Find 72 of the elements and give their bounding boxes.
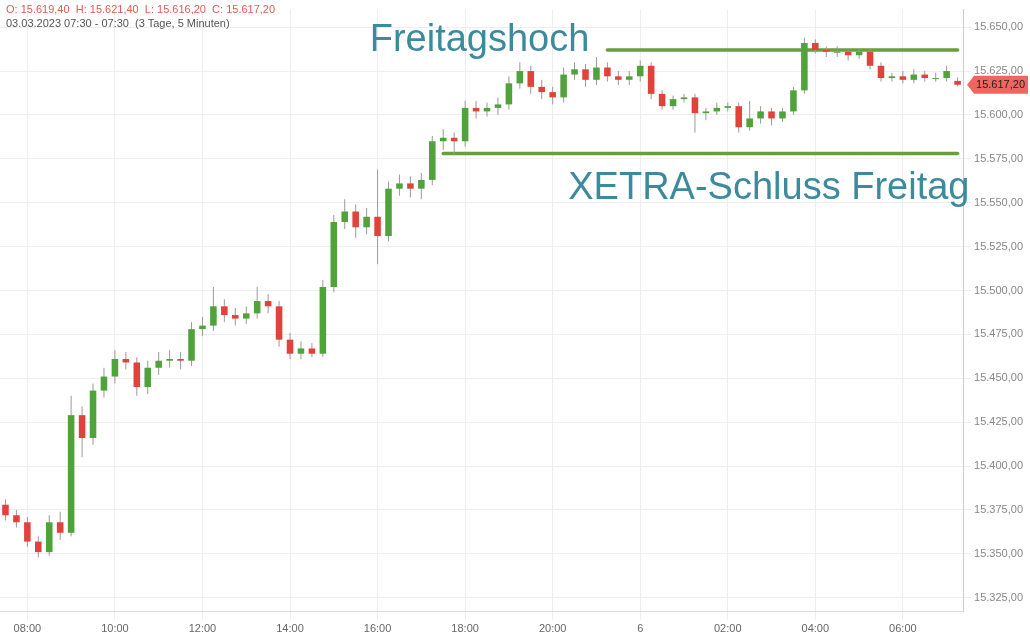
candlestick [888, 72, 896, 83]
x-tick-label: 02:00 [714, 622, 742, 635]
y-tick-label: 15.600,00 [974, 107, 1023, 120]
x-tick-label: 04:00 [801, 622, 830, 635]
y-tick-label: 15.475,00 [974, 327, 1023, 340]
candlestick [111, 349, 119, 385]
candlestick [24, 516, 31, 548]
x-tick-label: 14:00 [276, 622, 304, 635]
candlestick [636, 60, 644, 83]
x-tick-label: 12:00 [188, 622, 217, 635]
x-tick-label: 16:00 [363, 622, 392, 635]
y-tick-label: 15.425,00 [974, 415, 1023, 428]
candlestick [56, 511, 64, 541]
y-tick-label: 15.450,00 [974, 371, 1023, 384]
candlestick [100, 367, 108, 399]
x-tick-label: 20:00 [538, 622, 567, 635]
candlestick [899, 70, 907, 84]
candlestick [221, 298, 228, 323]
candlestick [155, 351, 162, 376]
candlestick [746, 100, 753, 132]
candlestick [78, 405, 86, 458]
y-tick-label: 15.375,00 [974, 503, 1023, 515]
candlestick [582, 63, 589, 88]
candlestick [527, 65, 535, 95]
candlestick [35, 535, 42, 558]
candlestick [363, 207, 370, 235]
y-tick-label: 15.400,00 [974, 459, 1023, 472]
x-tick-label: 6 [637, 622, 644, 635]
candlestick [407, 175, 414, 198]
candlestick [418, 172, 425, 200]
candlestick [199, 316, 206, 337]
candlestick [210, 286, 217, 332]
y-tick-label: 15.350,00 [974, 546, 1023, 559]
candlestick [2, 498, 9, 521]
candlestick [396, 174, 403, 197]
y-tick-label: 15.650,00 [974, 20, 1023, 33]
candlestick [604, 61, 611, 83]
annotation: 03.03.2023 07:30 - 07:30 (3 Tage, 5 Minuten) [6, 16, 230, 29]
x-tick-label: 08:00 [13, 622, 42, 635]
candlestick [286, 332, 294, 360]
candlestick [866, 47, 874, 70]
candlestick [669, 95, 677, 111]
annotation: Freitagshoch [369, 17, 590, 60]
candlestick [593, 56, 600, 86]
candlestick [352, 203, 359, 239]
candlestick [680, 93, 688, 104]
y-tick-label: 15.525,00 [974, 239, 1023, 252]
candlestick [691, 93, 699, 133]
candlestick [790, 86, 797, 116]
y-tick-label: 15.575,00 [974, 151, 1023, 164]
candlestick [341, 198, 349, 230]
candlestick [439, 128, 447, 151]
candlestick [494, 96, 502, 116]
text: 15.617,20 [976, 77, 1025, 90]
candlestick [374, 168, 381, 265]
candlestick [308, 342, 316, 358]
y-tick-label: 15.625,00 [974, 64, 1023, 77]
x-tick-label: 10:00 [101, 622, 129, 635]
candlestick [297, 340, 305, 360]
candlestick [505, 75, 513, 111]
y-tick-label: 15.550,00 [974, 195, 1023, 208]
annotation: XETRA-Schluss Freitag [568, 165, 970, 208]
x-tick-label: 18:00 [451, 622, 479, 635]
candlestick [144, 360, 152, 395]
y-tick-label: 15.325,00 [974, 590, 1023, 603]
annotation: O: 15.619,40 H: 15.621,40 L: 15.616,20 C: 15.617,20 [6, 2, 276, 15]
candlestick [560, 67, 567, 104]
x-tick-label: 06:00 [889, 622, 917, 635]
y-tick-label: 15.500,00 [974, 283, 1023, 296]
candlestick [735, 102, 742, 133]
candlestick [702, 107, 710, 121]
candlestick [538, 79, 546, 100]
